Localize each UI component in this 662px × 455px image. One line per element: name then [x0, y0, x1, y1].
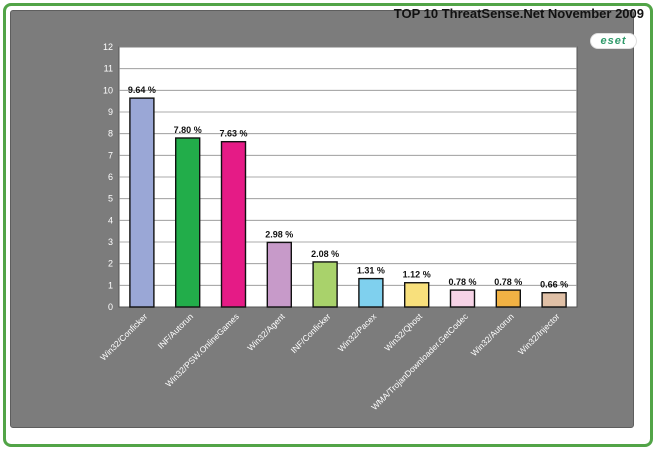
y-tick-label: 7	[108, 150, 113, 160]
data-label: 0.78 %	[448, 277, 476, 287]
x-tick-label: Win32/Pacex	[336, 311, 379, 354]
data-label: 0.78 %	[494, 277, 522, 287]
y-tick-label: 4	[108, 215, 113, 225]
data-label: 1.12 %	[403, 270, 431, 280]
y-tick-label: 11	[104, 64, 113, 74]
y-tick-label: 0	[108, 302, 113, 312]
x-tick-label: INF/Conficker	[289, 311, 333, 355]
data-label: 7.80 %	[174, 125, 202, 135]
y-tick-label: 6	[108, 172, 113, 182]
bar	[541, 292, 567, 308]
bar	[495, 289, 521, 308]
bar	[174, 137, 201, 308]
bar	[266, 241, 292, 308]
data-label: 2.98 %	[265, 229, 293, 239]
y-tick-label: 3	[108, 237, 113, 247]
x-tick-label: Win32/Autorun	[469, 311, 516, 358]
bar	[312, 261, 338, 308]
y-tick-label: 8	[108, 129, 113, 139]
x-tick-label: Win32/Injector	[516, 311, 562, 357]
data-label: 2.08 %	[311, 249, 339, 259]
data-label: 9.64 %	[128, 85, 156, 95]
y-tick-label: 1	[108, 280, 113, 290]
bars: 9.64 % 7.80 % 7.63 % 2.98 % 2.08 % 1.31 % 1.12…	[128, 85, 568, 308]
y-tick-label: 12	[103, 42, 113, 52]
bar	[358, 277, 384, 308]
x-tick-label: Win32/Qhost	[382, 311, 424, 353]
bar	[220, 140, 247, 308]
x-tick-label: WMA/TrojanDownloader.GetCodec	[369, 311, 470, 412]
y-tick-label: 2	[108, 259, 113, 269]
x-axis: Win32/Conficker INF/AutorunWin32/PSW.Onli…	[98, 311, 561, 412]
y-tick-label: 5	[108, 194, 113, 204]
y-tick-label: 9	[108, 107, 113, 117]
x-tick-label: Win32/Agent	[245, 311, 287, 353]
data-label: 7.63 %	[219, 129, 247, 139]
eset-logo: eset	[590, 33, 637, 49]
chart-title: TOP 10 ThreatSense.Net November 2009	[393, 6, 644, 21]
bar	[129, 97, 155, 308]
data-label: 1.31 %	[357, 266, 385, 276]
bar	[449, 289, 476, 308]
bar	[404, 282, 430, 308]
y-tick-label: 10	[103, 85, 113, 95]
data-label: 0.66 %	[540, 280, 568, 290]
x-tick-label: INF/Autorun	[156, 311, 196, 351]
x-tick-label: Win32/PSW.OnlineGames	[163, 311, 241, 389]
x-tick-label: Win32/Conficker	[98, 311, 149, 362]
